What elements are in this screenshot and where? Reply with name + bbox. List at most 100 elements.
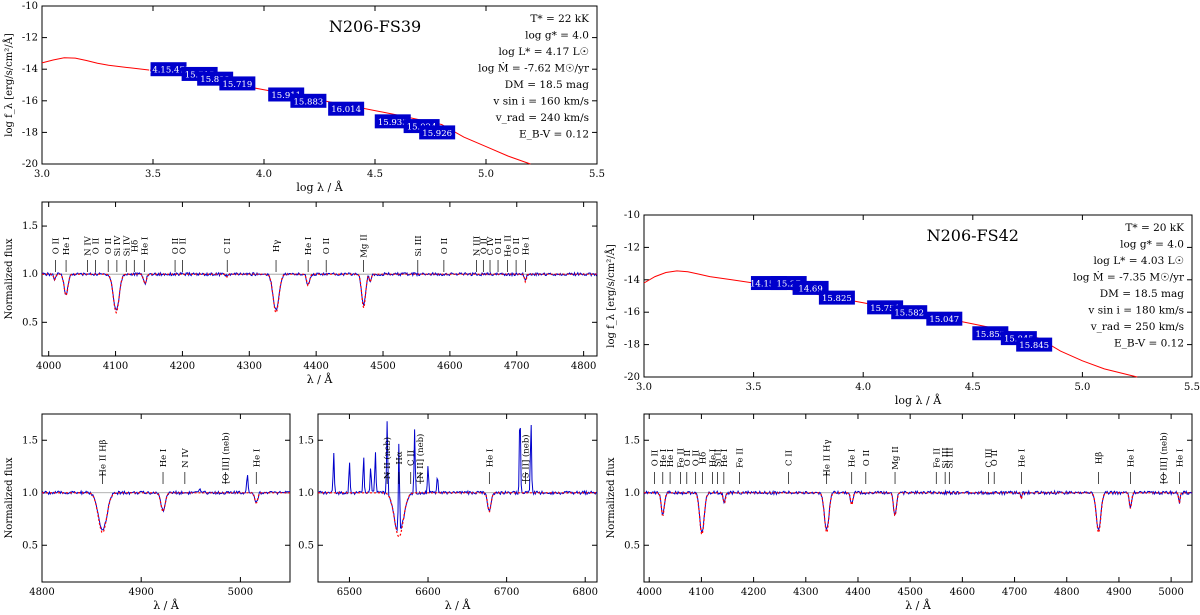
x-tick-label: 4200: [741, 587, 766, 598]
y-axis-label: Normalized flux: [4, 238, 15, 319]
star-name: N206-FS42: [927, 226, 1019, 245]
stellar-parameter: log Ṁ = -7.35 M☉/yr: [1073, 270, 1185, 284]
line-id-label: N III: [473, 236, 483, 256]
y-tick-label: -12: [22, 33, 38, 44]
x-tick-label: 5.5: [589, 169, 605, 180]
x-tick-label: 4200: [170, 361, 195, 372]
stellar-parameter: log Ṁ = -7.62 M☉/yr: [478, 61, 590, 75]
photometry-label: 15.047: [929, 315, 959, 325]
y-tick-label: 1.0: [624, 488, 640, 499]
photometry-box: [290, 93, 327, 108]
x-tick-label: 5000: [228, 587, 253, 598]
y-tick-label: 1.5: [298, 435, 314, 446]
x-tick-label: 4800: [29, 587, 54, 598]
photometry-label: 14.15.27: [750, 280, 788, 290]
line-id-label: He I: [708, 449, 718, 468]
photometry-box: [926, 311, 963, 326]
y-tick-label: -16: [624, 307, 640, 318]
stellar-parameter: T* = 20 kK: [1125, 222, 1184, 234]
line-id-label: Hβ: [1095, 452, 1105, 464]
model-spectrum: [644, 492, 1192, 536]
line-id-label: C II: [785, 450, 795, 466]
observed-spectrum: [643, 489, 1193, 533]
line-id-label: He I: [720, 449, 730, 468]
y-tick-label: 1.5: [624, 435, 640, 446]
x-tick-label: 4600: [950, 587, 975, 598]
x-tick-label: 6700: [494, 587, 519, 598]
x-tick-label: 3.5: [746, 382, 762, 393]
line-id-label: He I: [62, 237, 72, 256]
x-tick-label: 4.0: [855, 382, 871, 393]
photometry-box: [328, 101, 365, 116]
photometry-label: 15.883: [294, 97, 324, 107]
line-id-label: He I: [521, 237, 531, 256]
line-id-label: Hδ: [698, 452, 708, 465]
line-id-label: Si III: [414, 235, 424, 256]
x-tick-label: 4.5: [965, 382, 981, 393]
y-tick-label: -18: [22, 127, 38, 138]
photometry-label: 15.582: [894, 309, 924, 319]
x-axis-label: log λ / Å: [296, 180, 343, 194]
line-id-label: [O III] (neb): [1158, 432, 1169, 484]
line-id-label: O II: [440, 238, 450, 254]
line-id-label: He I: [159, 449, 169, 468]
stellar-parameter: E_B-V = 0.12: [1114, 338, 1184, 350]
stellar-parameter: DM = 18.5 mag: [1100, 288, 1185, 300]
line-id-label: Fe II: [677, 448, 687, 468]
x-tick-label: 6600: [415, 587, 440, 598]
y-axis-label: log f_λ [erg/s/cm²/Å]: [605, 244, 617, 348]
photometry-box: [818, 290, 855, 305]
x-tick-label: 5.0: [1074, 382, 1090, 393]
photometry-label: 15.853: [975, 330, 1005, 340]
line-id-label: He I: [140, 237, 150, 256]
photometry-label: 15.719: [222, 80, 252, 90]
photometry-box: [891, 305, 928, 320]
photometry-box: [150, 62, 187, 77]
y-tick-label: -14: [22, 64, 38, 75]
stellar-parameter: v sin i = 180 km/s: [1087, 305, 1184, 317]
x-axis-label: λ / Å: [153, 598, 180, 612]
panel-spec4: 4000 4100 4200 4300 4400 4500 4600 4700 4800 4900…: [606, 413, 1193, 612]
line-id-label: He I: [252, 449, 262, 468]
x-tick-label: 4700: [1002, 587, 1027, 598]
y-tick-label: 0.5: [298, 540, 314, 551]
x-tick-label: 4000: [636, 587, 661, 598]
line-id-label: Si IV: [113, 235, 123, 257]
line-id-label: O II: [322, 238, 332, 254]
line-id-label: O II: [683, 450, 693, 466]
line-id-label: He I: [485, 449, 495, 468]
x-tick-label: 5.0: [478, 169, 494, 180]
line-id-label: He I: [1126, 449, 1136, 468]
plot-frame: [41, 201, 598, 357]
y-tick-label: -12: [624, 242, 640, 253]
x-tick-label: 4800: [1054, 587, 1079, 598]
line-id-label: C II: [407, 450, 417, 466]
x-axis-label: log λ / Å: [895, 393, 942, 407]
stellar-parameter: v_rad = 250 km/s: [1090, 321, 1184, 333]
y-axis-label: Normalized flux: [606, 457, 617, 538]
line-id-label: [S II] (neb): [520, 434, 531, 481]
x-tick-label: 5.5: [1184, 382, 1200, 393]
stellar-parameter: log L* = 4.03 L☉: [1093, 255, 1184, 267]
photometry-label: 15.822: [200, 75, 230, 85]
y-tick-label: 1.5: [22, 435, 38, 446]
photometry-box: [1016, 337, 1053, 352]
line-id-label: O II: [990, 450, 1000, 466]
x-tick-label: 5000: [1158, 587, 1183, 598]
y-tick-label: -18: [624, 340, 640, 351]
photometry-label: 15.926: [422, 129, 452, 139]
x-tick-label: 4000: [36, 361, 61, 372]
observed-spectrum: [42, 271, 598, 311]
photometry-box: [219, 76, 256, 91]
line-id-label: O II: [171, 238, 181, 254]
panel-spec3: 6500 6600 6700 6800 0.5 1.0 1.5 λ / Å N II (neb)…: [298, 413, 598, 612]
line-id-label: Si III: [941, 447, 951, 468]
model-spectrum: [318, 492, 597, 538]
line-id-label: Hδ: [130, 240, 140, 253]
line-id-label: Si IV: [122, 235, 132, 257]
x-tick-label: 3.0: [34, 169, 50, 180]
line-id-label: O II: [512, 238, 522, 254]
line-id-label: Fe II: [736, 448, 746, 468]
photometry-label: 15.27: [777, 280, 801, 290]
line-id-label: O II: [104, 238, 114, 254]
